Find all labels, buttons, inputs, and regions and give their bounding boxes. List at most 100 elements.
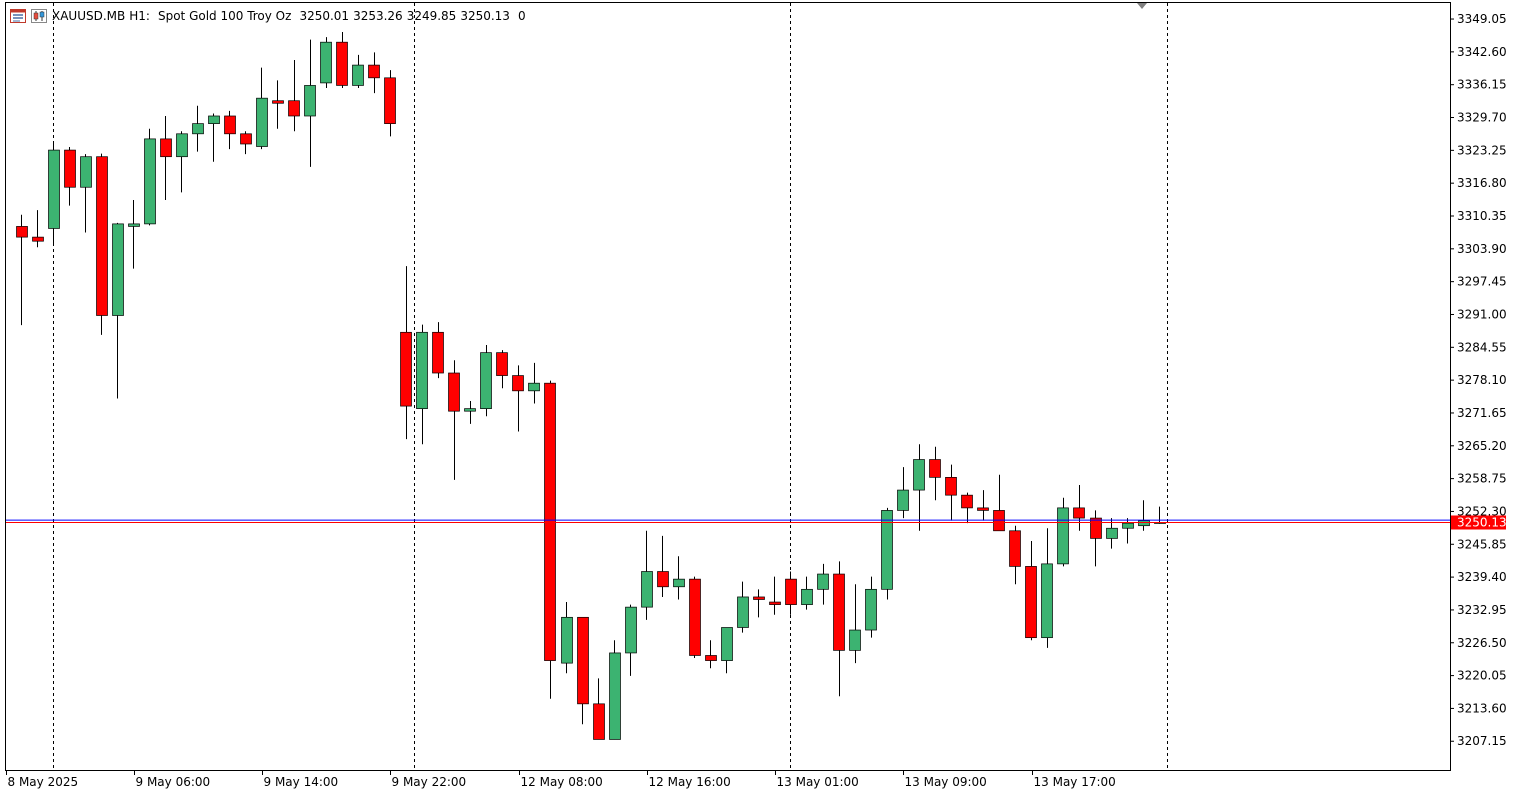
candle-40 — [657, 535, 669, 597]
y-tick-label: 3310.35 — [1457, 209, 1507, 223]
candle-34 — [561, 602, 573, 674]
candle-body — [977, 507, 989, 511]
candle-14 — [240, 131, 252, 155]
chart-window-icon[interactable] — [10, 9, 26, 23]
y-tick-label: 3213.60 — [1457, 701, 1507, 715]
candle-body — [929, 459, 941, 478]
x-tick-label: 13 May 17:00 — [1034, 775, 1116, 789]
candle-body — [705, 655, 717, 661]
y-tick-label: 3252.30 — [1457, 504, 1507, 518]
y-tick-label: 3342.60 — [1457, 45, 1507, 59]
candle-45 — [737, 581, 749, 633]
candle-body — [1138, 520, 1150, 527]
candle-body — [528, 382, 540, 392]
candle-18 — [304, 39, 316, 167]
symbol-label: XAUUSD.MB — [52, 9, 126, 23]
candle-body — [865, 588, 877, 631]
candle-body — [769, 601, 781, 605]
plot-frame — [5, 2, 1451, 771]
candle-31 — [512, 365, 524, 432]
price-axis[interactable]: 3349.05 3342.60 3336.15 3329.70 3323.25 3316.… — [1450, 12, 1507, 748]
time-axis[interactable]: 8 May 2025 9 May 06:00 9 May 14:00 9 May 22… — [6, 770, 1116, 789]
candle-body — [833, 573, 845, 651]
candle-body — [128, 223, 140, 227]
candle-65 — [1057, 497, 1069, 567]
candle-67 — [1090, 510, 1102, 567]
candle-body — [625, 606, 637, 654]
candle-body — [913, 459, 925, 491]
candle-5 — [96, 153, 108, 335]
y-tick-label: 3232.95 — [1457, 603, 1507, 617]
candle-43 — [705, 640, 717, 669]
candle-54 — [881, 507, 893, 600]
candle-body — [561, 616, 573, 664]
candle-33 — [544, 380, 556, 699]
y-tick-label: 3303.90 — [1457, 242, 1507, 256]
candle-body — [464, 408, 476, 412]
candle-body — [240, 133, 252, 145]
shift-marker-icon[interactable] — [1137, 3, 1147, 9]
candle-body — [352, 64, 364, 86]
y-tick-label: 3278.10 — [1457, 373, 1507, 387]
y-tick-label: 3239.40 — [1457, 570, 1507, 584]
candle-body — [208, 115, 220, 124]
candle-body — [272, 100, 284, 104]
candle-23 — [384, 70, 396, 137]
y-tick-label: 3245.85 — [1457, 537, 1507, 551]
candle-28 — [464, 401, 476, 424]
candle-body — [256, 97, 268, 147]
candle-9 — [160, 115, 172, 200]
candle-body — [1057, 507, 1069, 565]
candle-12 — [208, 113, 220, 162]
candle-body — [1041, 563, 1053, 639]
y-tick-label: 3226.50 — [1457, 636, 1507, 650]
y-tick-label: 3258.75 — [1457, 472, 1507, 486]
x-tick-label: 13 May 01:00 — [777, 775, 859, 789]
candle-37 — [609, 640, 621, 740]
y-tick-label: 3329.70 — [1457, 111, 1507, 125]
current-price-label: 3250.13 — [1457, 515, 1507, 529]
candle-27 — [448, 360, 460, 480]
candle-body — [288, 100, 300, 117]
candles — [16, 32, 1166, 740]
ohlc-close: 3250.13 — [460, 9, 510, 23]
candle-39 — [641, 530, 653, 620]
candle-66 — [1073, 484, 1085, 531]
candle-body — [801, 588, 813, 605]
candle-body — [64, 149, 76, 188]
y-tick-label: 3284.55 — [1457, 340, 1507, 354]
y-tick-label: 3265.20 — [1457, 439, 1507, 453]
candle-29 — [480, 345, 492, 417]
candle-63 — [1025, 540, 1037, 641]
candle-body — [480, 352, 492, 409]
candle-body — [1106, 527, 1118, 539]
candle-48 — [785, 571, 797, 615]
candle-62 — [1009, 525, 1021, 585]
candle-body — [192, 123, 204, 135]
x-tick-label: 13 May 09:00 — [905, 775, 987, 789]
candle-71 — [1154, 506, 1166, 524]
candle-body — [1122, 522, 1134, 529]
candle-body — [432, 331, 444, 374]
candle-13 — [224, 110, 236, 150]
candle-56 — [913, 444, 925, 531]
candle-46 — [753, 589, 765, 618]
candle-body — [737, 596, 749, 628]
candle-body — [384, 77, 396, 124]
candlestick-icon[interactable] — [31, 9, 47, 23]
x-tick-label: 12 May 08:00 — [521, 775, 603, 789]
candle-body — [721, 627, 733, 661]
candle-53 — [865, 576, 877, 638]
candle-0 — [16, 214, 28, 326]
candle-15 — [256, 67, 268, 150]
candle-body — [224, 115, 236, 135]
candle-body — [512, 375, 524, 392]
candle-body — [897, 489, 909, 511]
y-tick-label: 3297.45 — [1457, 275, 1507, 289]
candle-4 — [80, 154, 92, 233]
candle-body — [849, 629, 861, 651]
candle-19 — [320, 37, 332, 88]
candle-body — [993, 510, 1005, 532]
candle-58 — [945, 464, 957, 521]
